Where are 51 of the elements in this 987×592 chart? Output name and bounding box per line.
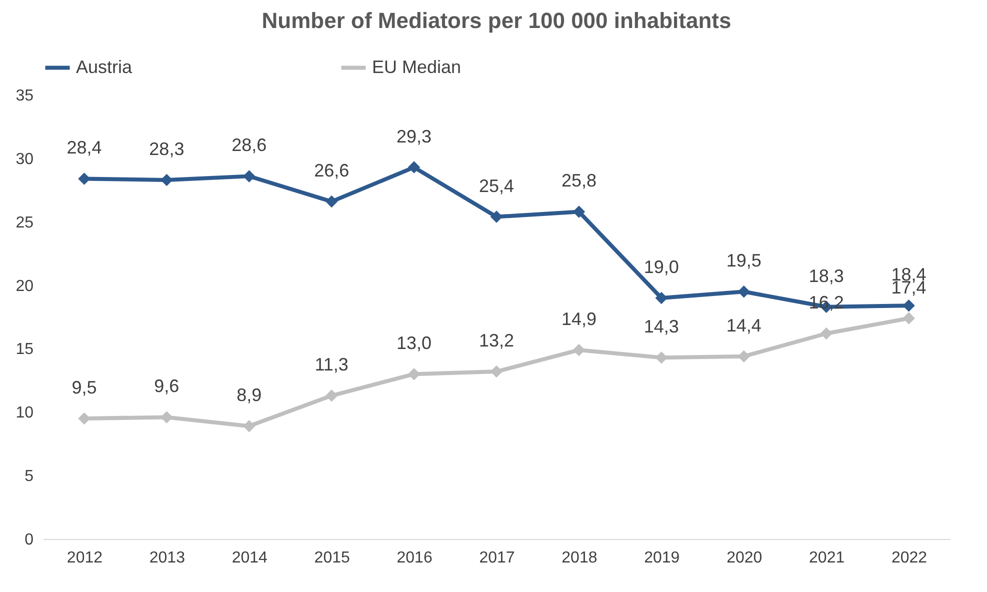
point — [820, 327, 832, 340]
point — [243, 170, 256, 182]
point — [160, 174, 173, 186]
y-tick-label: 15 — [16, 341, 34, 358]
x-tick-label: 2018 — [562, 550, 598, 566]
data-label: 14,9 — [561, 308, 596, 329]
x-tick-label: 2014 — [232, 550, 268, 566]
data-label: 28,3 — [149, 138, 184, 159]
y-tick-label: 30 — [16, 150, 34, 168]
data-label: 9,6 — [154, 376, 180, 396]
data-label: 11,3 — [314, 354, 348, 375]
point — [325, 195, 338, 208]
data-label: 25,8 — [561, 170, 596, 191]
x-tick-label: 2012 — [66, 550, 103, 566]
y-tick-label: 35 — [16, 88, 34, 104]
data-label: 9,5 — [72, 377, 97, 398]
point — [902, 299, 915, 312]
x-tick-label: 2017 — [479, 550, 515, 566]
y-tick-label: 5 — [24, 468, 34, 486]
data-label: 28,4 — [66, 138, 102, 158]
data-label: 29,3 — [396, 126, 432, 146]
data-label: 26,6 — [314, 160, 350, 181]
data-label: 18,3 — [808, 266, 844, 286]
data-label: 14,3 — [644, 316, 679, 337]
data-label: 8,9 — [236, 385, 262, 406]
data-label: 25,4 — [478, 176, 514, 196]
point — [243, 420, 256, 432]
y-tick-label: 25 — [16, 214, 34, 232]
y-tick-label: 0 — [24, 532, 34, 548]
chart-title: Number of Mediators per 100 000 inhabitants — [262, 8, 732, 33]
legend-label: EU Median — [372, 56, 462, 77]
data-label: 13,2 — [478, 330, 514, 351]
y-tick-label: 10 — [16, 404, 34, 422]
data-label: 28,6 — [232, 135, 267, 156]
x-tick-label: 2019 — [644, 550, 680, 566]
data-label: 19,5 — [726, 250, 762, 271]
x-tick-label: 2016 — [396, 550, 432, 566]
point — [738, 286, 750, 298]
x-tick-label: 2015 — [314, 550, 350, 566]
x-tick-label: 2022 — [891, 550, 928, 566]
x-tick-label: 2021 — [809, 550, 845, 566]
point — [902, 312, 915, 324]
point — [408, 161, 420, 174]
data-label: 13,0 — [396, 333, 432, 354]
x-tick-label: 2013 — [149, 550, 186, 566]
legend-label: Austria — [76, 56, 134, 77]
point — [325, 390, 338, 402]
x-tick-label: 2020 — [726, 550, 762, 566]
data-label: 19,0 — [644, 256, 679, 277]
data-label: 14,4 — [726, 315, 762, 336]
y-tick-label: 20 — [16, 278, 34, 295]
